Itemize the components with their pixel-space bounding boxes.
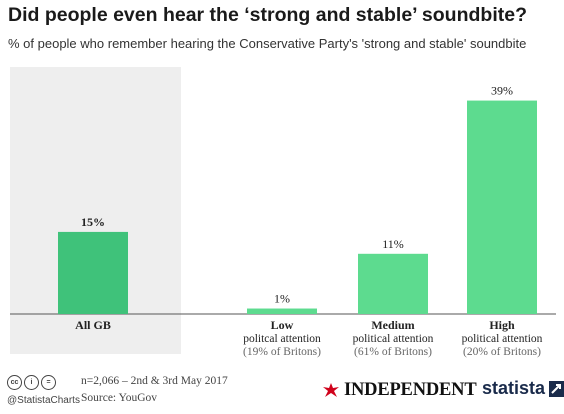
category-sublabel: political attention bbox=[353, 333, 434, 345]
category-label: Medium bbox=[371, 318, 414, 332]
license-icons: cc i = bbox=[7, 375, 56, 390]
equals-icon: = bbox=[41, 375, 56, 390]
bar-high bbox=[467, 100, 537, 314]
statista-mark-icon bbox=[549, 380, 564, 397]
bar-low bbox=[247, 308, 317, 314]
chart-subtitle: % of people who remember hearing the Con… bbox=[8, 36, 527, 51]
independent-logo: INDEPENDENT bbox=[322, 380, 477, 401]
category-sublabel: political attention bbox=[462, 333, 543, 345]
source-note-sample: n=2,066 – 2nd & 3rd May 2017 bbox=[81, 375, 228, 387]
category-sublabel: politcal attention bbox=[243, 333, 321, 345]
bar-medium bbox=[358, 253, 428, 314]
info-icon: i bbox=[24, 375, 39, 390]
data-label: 1% bbox=[274, 292, 290, 306]
cc-icon: cc bbox=[7, 375, 22, 390]
category-label: All GB bbox=[75, 318, 111, 332]
statista-logo: statista bbox=[482, 378, 564, 399]
category-share-label: (19% of Britons) bbox=[243, 346, 321, 358]
data-label: 11% bbox=[382, 237, 404, 251]
statista-handle: @StatistaCharts bbox=[7, 395, 80, 406]
data-label: 39% bbox=[491, 84, 513, 98]
statista-logo-text: statista bbox=[482, 378, 546, 398]
category-label: High bbox=[489, 318, 515, 332]
category-share-label: (20% of Britons) bbox=[463, 346, 541, 358]
source-note-source: Source: YouGov bbox=[81, 392, 158, 404]
category-share-label: (61% of Britons) bbox=[354, 346, 432, 358]
independent-eagle-icon bbox=[323, 382, 339, 397]
bar-all-gb bbox=[58, 231, 128, 314]
category-label: Low bbox=[271, 318, 294, 332]
chart-title: Did people even hear the ‘strong and sta… bbox=[8, 4, 527, 26]
data-label: 15% bbox=[81, 215, 105, 229]
independent-logo-text: INDEPENDENT bbox=[344, 380, 477, 400]
